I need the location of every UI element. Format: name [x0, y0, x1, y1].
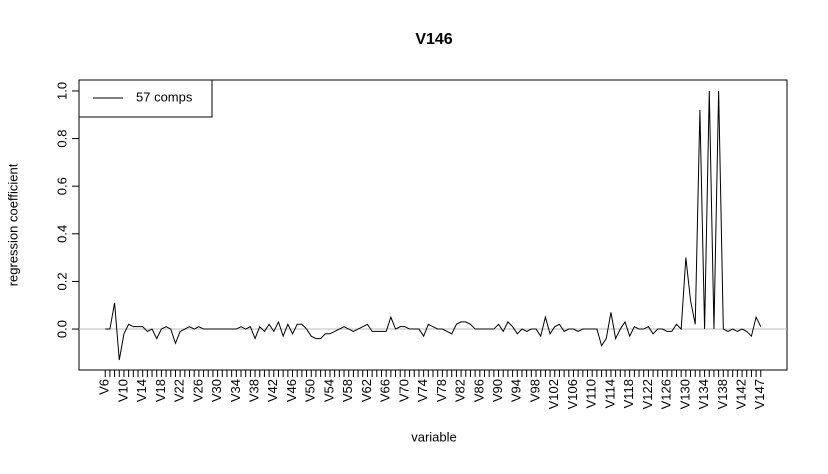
- x-tick-label: V82: [453, 379, 468, 402]
- x-tick-label: V78: [434, 379, 449, 402]
- x-tick-label: V74: [415, 379, 430, 402]
- x-tick-label: V134: [696, 379, 711, 409]
- x-tick-label: V98: [527, 379, 542, 402]
- x-tick-label: V86: [471, 379, 486, 402]
- x-axis-label: variable: [411, 429, 457, 444]
- x-tick-label: V142: [733, 379, 748, 409]
- x-tick-label: V50: [303, 379, 318, 402]
- x-tick-label: V110: [584, 379, 599, 408]
- x-tick-label: V58: [340, 379, 355, 402]
- x-tick-label: V26: [190, 379, 205, 402]
- y-tick-label: 0.0: [54, 320, 69, 338]
- x-tick-label: V62: [359, 379, 374, 402]
- x-tick-label: V42: [265, 379, 280, 402]
- x-tick-label: V118: [621, 379, 636, 408]
- x-tick-label: V138: [715, 379, 730, 409]
- x-tick-label: V22: [172, 379, 187, 402]
- y-tick-label: 0.4: [54, 225, 69, 243]
- x-tick-label: V90: [490, 379, 505, 402]
- x-tick-label: V66: [378, 379, 393, 402]
- x-tick-label: V70: [396, 379, 411, 402]
- x-tick-label: V38: [247, 379, 262, 402]
- x-tick-label: V46: [284, 379, 299, 402]
- y-tick-label: 0.6: [54, 177, 69, 195]
- x-tick-label: V102: [546, 379, 561, 409]
- legend-label: 57 comps: [136, 89, 193, 104]
- chart-title: V146: [415, 31, 452, 48]
- x-tick-label: V34: [228, 379, 243, 402]
- x-tick-label: V122: [640, 379, 655, 409]
- y-tick-label: 0.8: [54, 130, 69, 148]
- x-tick-label: V14: [134, 379, 149, 402]
- x-tick-label: V18: [153, 379, 168, 402]
- x-tick-label: V126: [659, 379, 674, 409]
- y-tick-label: 1.0: [54, 82, 69, 100]
- x-tick-label: V106: [565, 379, 580, 409]
- x-tick-label: V94: [509, 379, 524, 402]
- x-tick-label: V130: [677, 379, 692, 409]
- x-tick-label: V10: [115, 379, 130, 402]
- x-tick-label: V6: [97, 379, 112, 395]
- y-tick-label: 0.2: [54, 272, 69, 290]
- x-tick-label: V30: [209, 379, 224, 402]
- x-tick-label: V54: [321, 379, 336, 402]
- x-tick-label: V114: [602, 379, 617, 408]
- x-tick-label: V147: [752, 379, 767, 409]
- data-line: [105, 90, 762, 361]
- y-axis-label: regression coefficient: [5, 163, 20, 286]
